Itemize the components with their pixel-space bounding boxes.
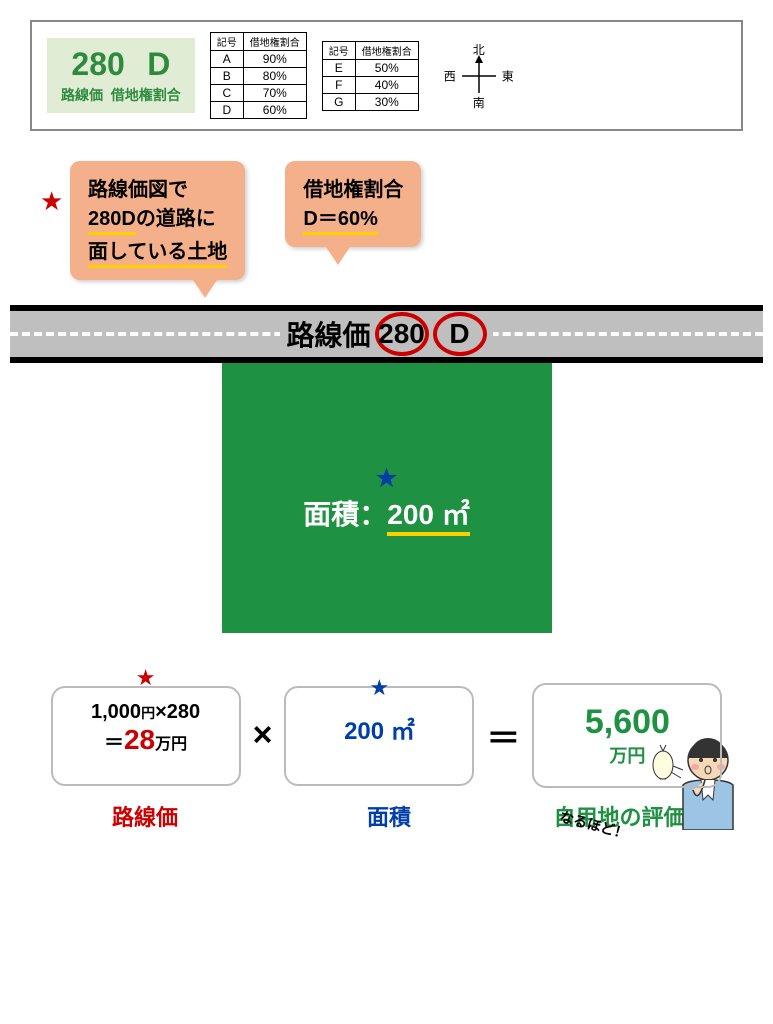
- land-area-label: 面積：200 ㎡: [303, 493, 470, 533]
- road-price-circle: 280: [375, 312, 429, 356]
- road-letter-circle: D: [433, 312, 487, 356]
- road-label: 路線価 280 D: [280, 312, 492, 356]
- legend-letter: D: [147, 46, 170, 82]
- multiply-operator: ×: [253, 716, 273, 755]
- road-section: 路線価 280 D ★ 面積：200 ㎡: [10, 305, 763, 633]
- legend-label: 280 D 路線価 借地権割合: [47, 38, 195, 113]
- legend-box: 280 D 路線価 借地権割合 記号借地権割合 A90% B80% C70% D…: [30, 20, 743, 131]
- character-speech: なるほど！: [557, 806, 630, 843]
- callout-roadmap: 路線価図で 280Dの道路に 面している土地: [70, 161, 245, 280]
- label-area: 面積: [302, 800, 477, 832]
- star-icon: ★: [67, 665, 225, 691]
- equation-box-price: ★ 1,000円×280 ＝28万円: [51, 686, 241, 786]
- compass-west: 西: [444, 67, 456, 84]
- ratio-table-left: 記号借地権割合 A90% B80% C70% D60%: [210, 32, 307, 119]
- callout-row: ★ 路線価図で 280Dの道路に 面している土地 借地権割合 D＝60%: [70, 161, 703, 280]
- legend-num: 280: [71, 46, 124, 82]
- land-plot: ★ 面積：200 ㎡: [222, 363, 552, 633]
- road: 路線価 280 D: [10, 305, 763, 363]
- compass: 北 南 東 西: [444, 41, 514, 111]
- compass-icon: [458, 55, 500, 97]
- equation-row: ★ 1,000円×280 ＝28万円 × ★ 200 ㎡ ＝ 5,600 万円: [10, 683, 763, 788]
- star-icon: ★: [376, 464, 398, 493]
- star-icon: ★: [300, 675, 458, 701]
- label-price: 路線価: [43, 800, 248, 832]
- callout-ratio: 借地権割合 D＝60%: [285, 161, 421, 247]
- equation-box-result: 5,600 万円: [532, 683, 722, 788]
- ratio-table-right: 記号借地権割合 E50% F40% G30%: [322, 41, 419, 111]
- star-icon: ★: [40, 186, 63, 217]
- legend-sub: 路線価 借地権割合: [61, 85, 181, 105]
- equals-operator: ＝: [486, 711, 520, 760]
- equation-box-area: ★ 200 ㎡: [284, 686, 474, 786]
- compass-east: 東: [502, 67, 514, 84]
